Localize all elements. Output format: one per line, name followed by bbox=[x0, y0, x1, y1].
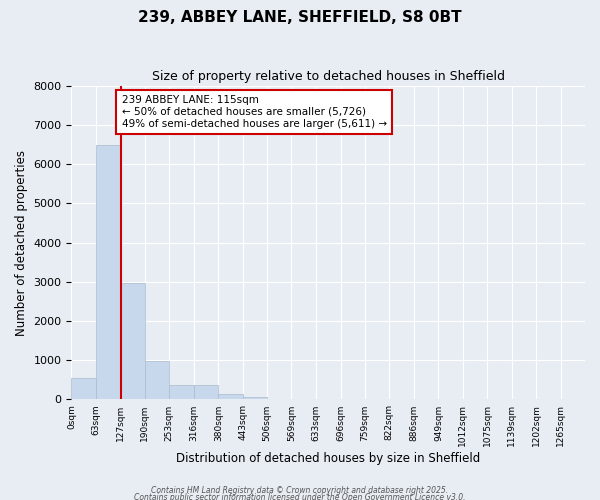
X-axis label: Distribution of detached houses by size in Sheffield: Distribution of detached houses by size … bbox=[176, 452, 481, 465]
Y-axis label: Number of detached properties: Number of detached properties bbox=[15, 150, 28, 336]
Bar bbox=[169, 384, 194, 400]
Text: Contains public sector information licensed under the Open Government Licence v3: Contains public sector information licen… bbox=[134, 494, 466, 500]
Title: Size of property relative to detached houses in Sheffield: Size of property relative to detached ho… bbox=[152, 70, 505, 83]
Text: 239 ABBEY LANE: 115sqm
← 50% of detached houses are smaller (5,726)
49% of semi-: 239 ABBEY LANE: 115sqm ← 50% of detached… bbox=[122, 96, 387, 128]
Bar bbox=[218, 394, 243, 400]
Bar bbox=[71, 378, 96, 400]
Bar bbox=[145, 362, 169, 400]
Bar bbox=[121, 283, 145, 400]
Text: Contains HM Land Registry data © Crown copyright and database right 2025.: Contains HM Land Registry data © Crown c… bbox=[151, 486, 449, 495]
Bar bbox=[96, 145, 120, 400]
Text: 239, ABBEY LANE, SHEFFIELD, S8 0BT: 239, ABBEY LANE, SHEFFIELD, S8 0BT bbox=[138, 10, 462, 25]
Bar bbox=[194, 384, 218, 400]
Bar bbox=[243, 396, 267, 400]
